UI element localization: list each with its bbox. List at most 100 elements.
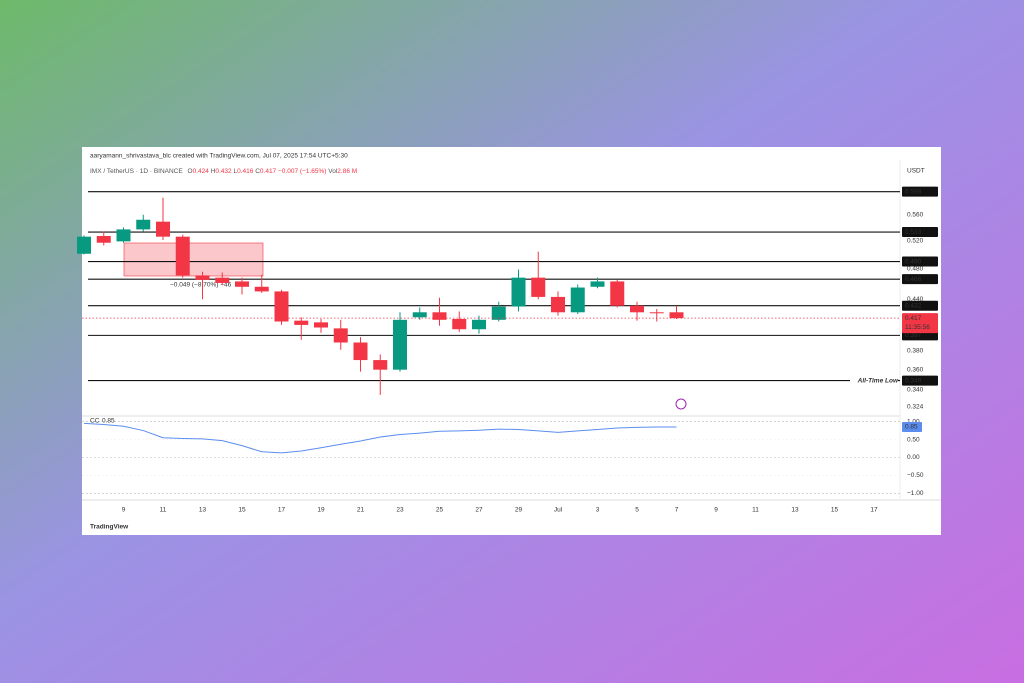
candle-body <box>175 236 190 276</box>
x-tick-label: 11 <box>160 507 167 514</box>
o-value: 0.424 <box>193 168 210 175</box>
y-tick-label: 0.480 <box>907 265 924 272</box>
candle-body <box>649 312 664 314</box>
level-label: 0.533 <box>905 229 922 236</box>
y-tick-label: 0.560 <box>907 211 924 218</box>
candle-body <box>551 296 565 313</box>
candle-body <box>452 318 467 330</box>
l-value: 0.416 <box>237 168 254 175</box>
x-tick-label: 17 <box>278 507 286 514</box>
ind-tick-label: −1.00 <box>907 490 924 497</box>
y-tick-label: 0.380 <box>907 347 924 354</box>
candle-body <box>570 287 585 313</box>
x-tick-label: 9 <box>122 507 126 514</box>
x-tick-label: 15 <box>238 507 246 514</box>
logo: TradingView <box>90 524 129 531</box>
vol-value: 2.86 M <box>337 168 357 175</box>
ind-tick-label: 1.00 <box>907 418 920 425</box>
level-tag <box>902 186 938 197</box>
candle-body <box>274 291 289 322</box>
ind-name: CC <box>90 418 100 425</box>
y-tick-label: 0.440 <box>907 296 924 303</box>
credit: aaryamann_shrivastava_blc created with T… <box>90 153 348 160</box>
atl-label: All-Time Low <box>857 377 899 384</box>
candle-body <box>393 319 407 370</box>
candle-body <box>353 342 368 361</box>
x-tick-label: 25 <box>436 507 444 514</box>
level-label: 0.349 <box>905 377 922 384</box>
symbol: IMX / TetherUS · 1D · BINANCE <box>90 168 183 175</box>
candle-body <box>432 312 447 320</box>
candle-body <box>412 312 427 318</box>
x-tick-label: 13 <box>791 507 799 514</box>
x-tick-label: 3 <box>596 507 600 514</box>
y-tick-label: 0.360 <box>907 366 924 373</box>
x-tick-label: 15 <box>831 507 839 514</box>
candle-body <box>77 236 91 254</box>
candle-body <box>314 322 328 328</box>
c-label: C <box>255 168 260 175</box>
candle-body <box>235 281 249 287</box>
candle-body <box>610 281 625 306</box>
candle-body <box>215 277 230 283</box>
atl-bg <box>850 375 898 386</box>
candle-body <box>531 277 546 297</box>
y-tick-label: 0.324 <box>907 403 924 410</box>
level-tag <box>902 256 938 267</box>
vol-label: Vol <box>328 168 338 175</box>
level-tag <box>902 274 938 285</box>
x-tick-label: Jul <box>554 507 563 514</box>
level-tag <box>902 300 938 311</box>
currency: USDT <box>907 168 925 175</box>
ind-tick-label: 0.00 <box>907 454 920 461</box>
candle-body <box>136 219 151 230</box>
x-tick-label: 23 <box>396 507 404 514</box>
countdown: 11:35:56 <box>905 324 930 331</box>
candle-body <box>156 221 170 237</box>
x-tick-label: 11 <box>752 507 759 514</box>
h-label: H <box>211 168 216 175</box>
x-tick-label: 21 <box>357 507 365 514</box>
ind-tick-label: −0.50 <box>907 472 924 479</box>
x-tick-label: 17 <box>870 507 878 514</box>
level-label: 0.432 <box>905 302 922 309</box>
candle-body <box>195 275 210 280</box>
level-label: 0.466 <box>905 276 922 283</box>
level-label: 0.490 <box>905 258 922 265</box>
candle-body <box>669 312 684 319</box>
event-icon <box>675 398 687 410</box>
y-tick-label: 0.340 <box>907 386 924 393</box>
candle-body <box>96 236 111 243</box>
candle-body <box>294 320 309 325</box>
c-value: 0.417 <box>260 168 277 175</box>
change: −0.007 (−1.65%) <box>278 168 326 175</box>
ind-tag-label: 0.85 <box>905 424 918 431</box>
chart-panel <box>82 147 941 535</box>
x-tick-label: 5 <box>635 507 639 514</box>
candle-body <box>254 286 269 292</box>
level-tag <box>902 227 938 238</box>
x-tick-label: 7 <box>675 507 679 514</box>
y-tick-label: 0.520 <box>907 237 924 244</box>
level-label: 0.397 <box>905 332 922 339</box>
x-tick-label: 19 <box>317 507 325 514</box>
candle-body <box>472 319 486 330</box>
ind-value: 0.85 <box>102 418 115 425</box>
measure-label: −0.049 (−8.70%) −46 <box>170 282 232 289</box>
candle-body <box>373 360 388 370</box>
ind-tick-label: 0.50 <box>907 436 920 443</box>
level-label: 0.598 <box>905 188 922 195</box>
candle-body <box>590 281 605 287</box>
l-label: L <box>233 168 237 175</box>
price-label: 0.417 <box>905 315 922 322</box>
x-tick-label: 29 <box>515 507 523 514</box>
o-label: O <box>188 168 193 175</box>
candle-body <box>116 229 131 242</box>
legend: IMX / TetherUS · 1D · BINANCE O0.424 H 0.… <box>90 168 357 175</box>
candle-body <box>630 305 644 313</box>
candle-body <box>491 306 506 320</box>
ind-tag <box>902 421 922 432</box>
x-tick-label: 9 <box>714 507 718 514</box>
price-tag <box>902 313 938 334</box>
